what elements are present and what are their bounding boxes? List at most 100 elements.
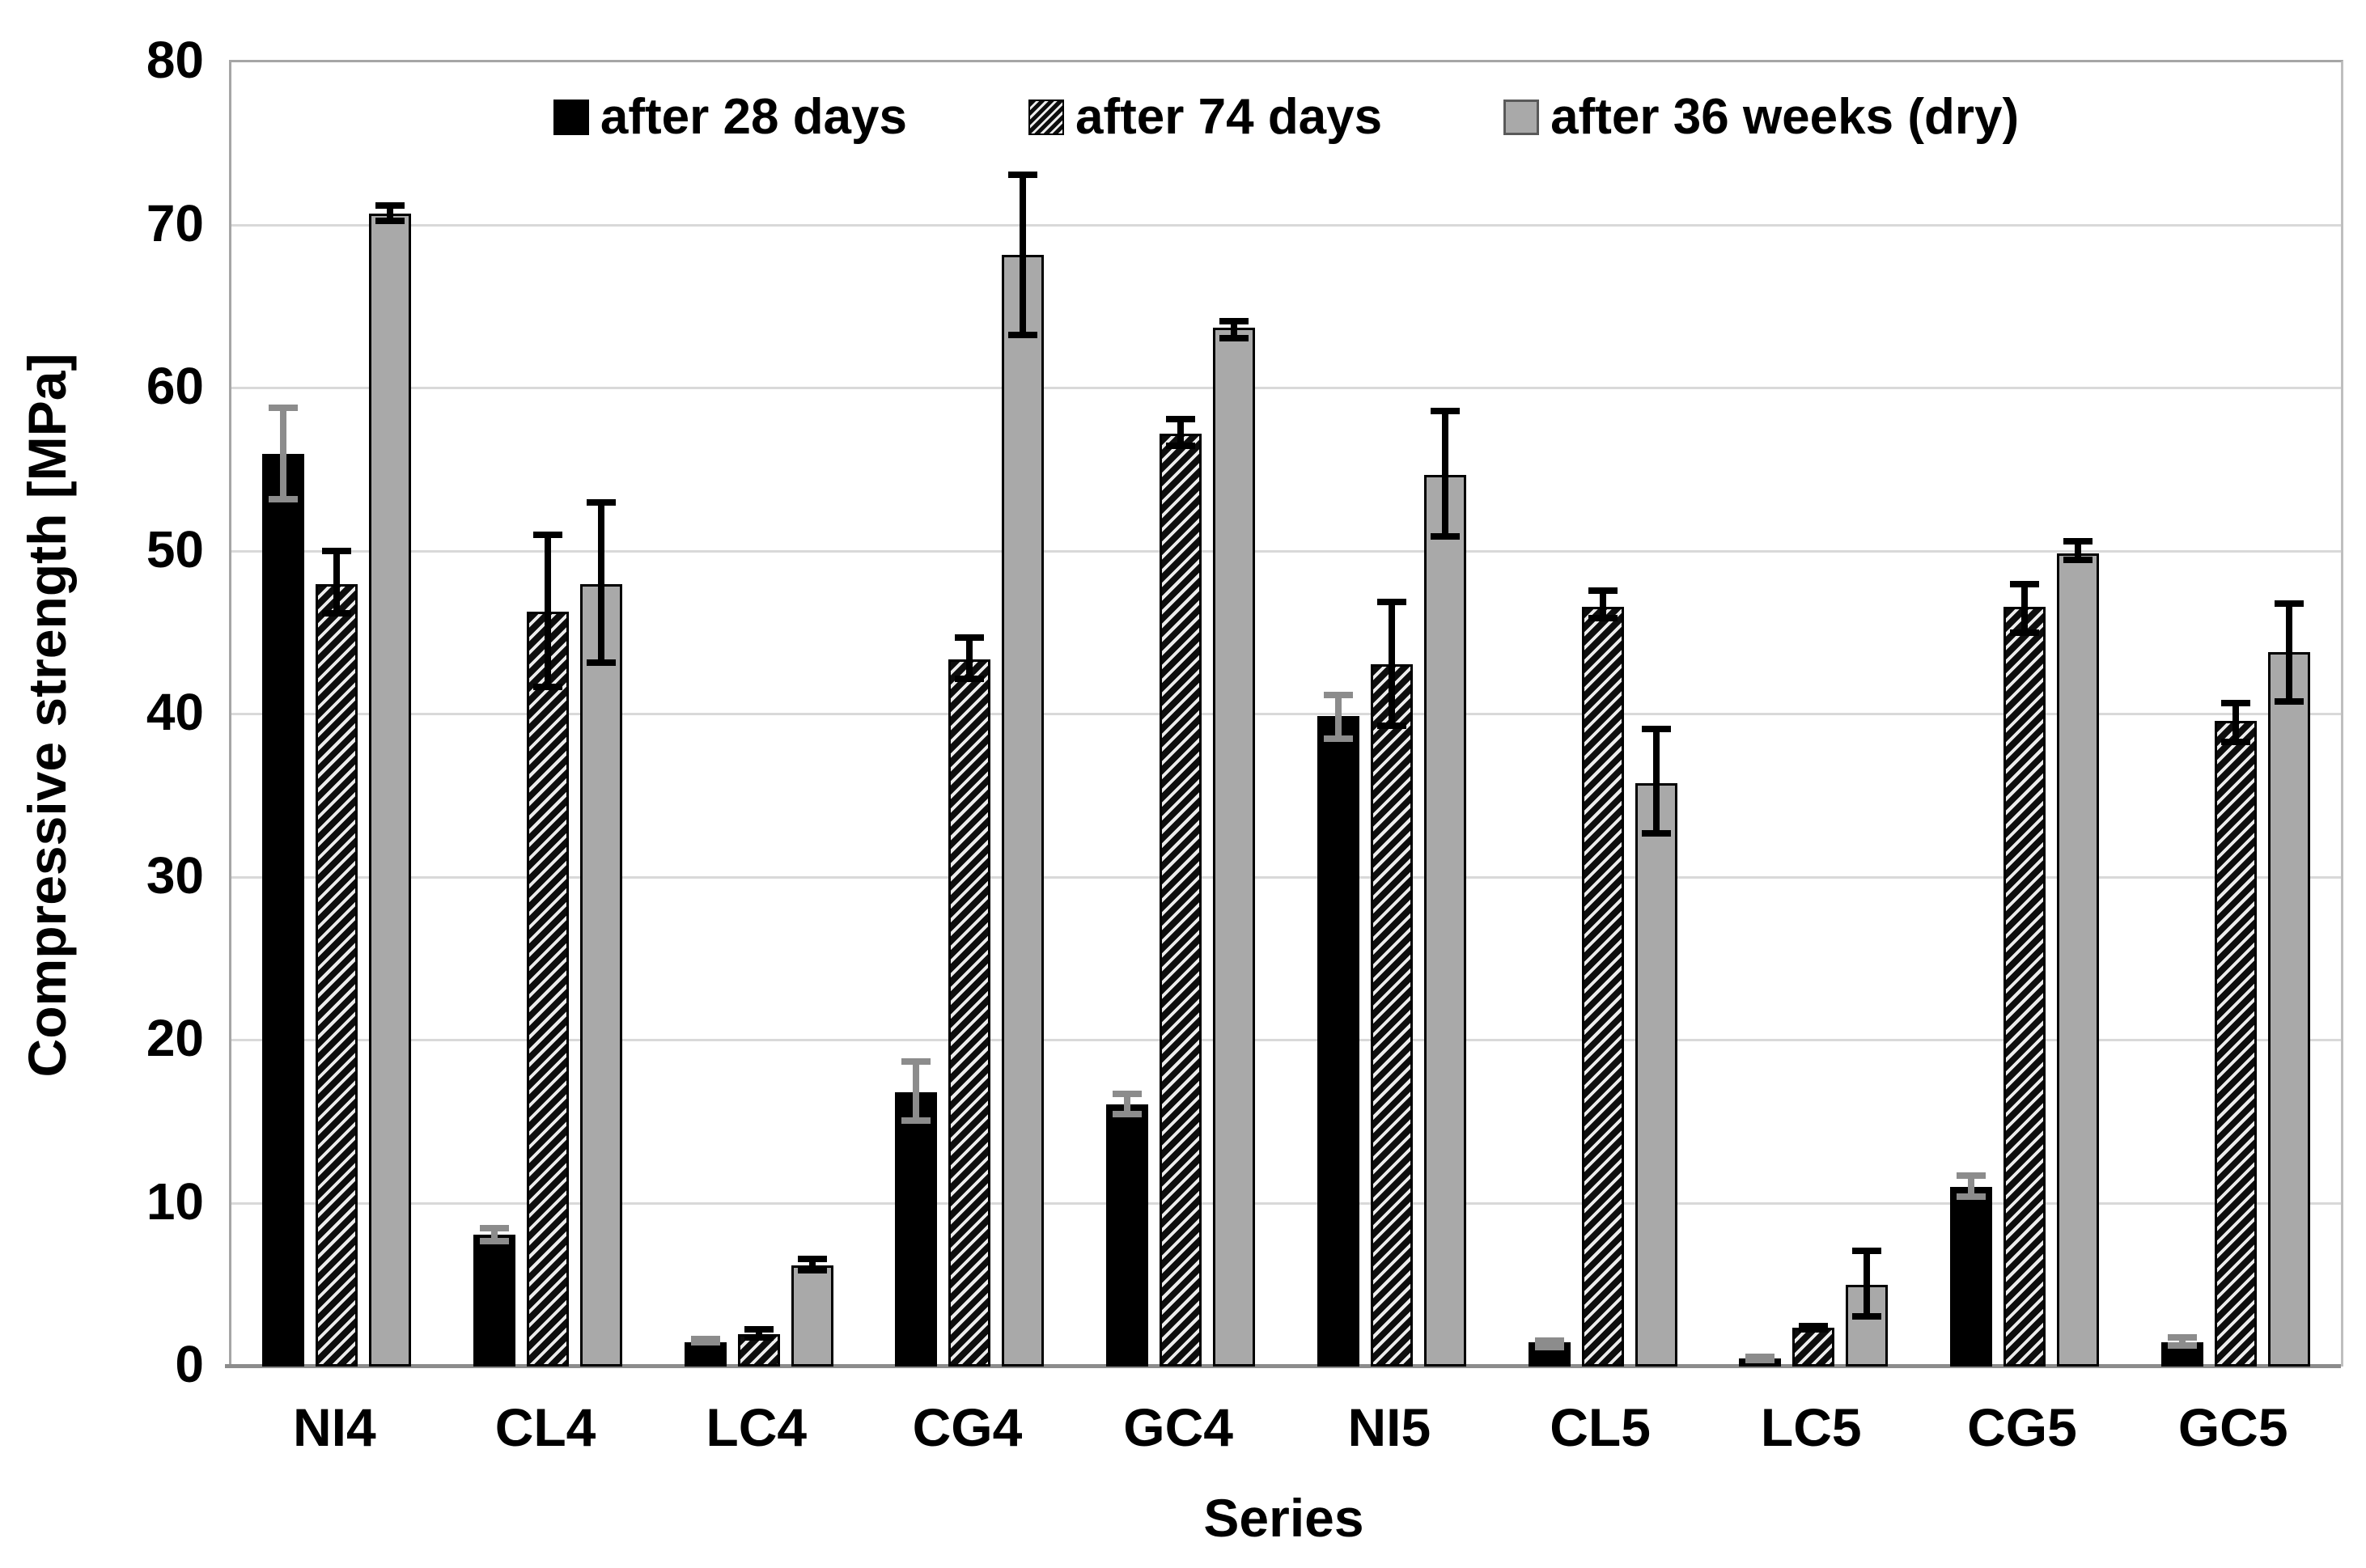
legend-marker-hatched-square-icon bbox=[1028, 99, 1065, 135]
x-tick-label-lc4: LC4 bbox=[706, 1397, 808, 1457]
error-bar bbox=[1177, 416, 1185, 449]
bar-group-cg5 bbox=[1919, 62, 2131, 1367]
error-bar-cap bbox=[2220, 739, 2250, 746]
gridline bbox=[231, 713, 2341, 715]
gridline bbox=[231, 1201, 2341, 1205]
error-bar-cap bbox=[690, 1338, 720, 1346]
bar-gc4-solid-gray bbox=[1213, 328, 1256, 1367]
error-bar-cap bbox=[1376, 598, 1406, 605]
error-bar-cap bbox=[1641, 830, 1671, 837]
bar-group-gc4 bbox=[1075, 62, 1287, 1367]
x-tick-label-gc5: GC5 bbox=[2177, 1397, 2288, 1457]
error-bar-cap bbox=[533, 683, 563, 690]
gridline bbox=[231, 1039, 2341, 1041]
bar-cg5-solid-black bbox=[1949, 1187, 1992, 1367]
x-axis-line bbox=[225, 1364, 2341, 1368]
bar-slot bbox=[473, 62, 516, 1367]
gridline bbox=[231, 549, 2341, 553]
bar-cl5-hatched bbox=[1581, 607, 1624, 1367]
bar-lc4-solid-gray bbox=[791, 1265, 833, 1367]
bar-lc4-solid-black bbox=[684, 1341, 727, 1367]
gridline bbox=[231, 223, 2341, 227]
error-bar bbox=[1124, 1091, 1131, 1117]
plot-area: after 28 days after 74 days after 36 wee… bbox=[229, 60, 2343, 1367]
bar-gc4-hatched bbox=[1160, 434, 1202, 1367]
error-bar bbox=[1599, 587, 1606, 622]
bar-cg4-solid-black bbox=[895, 1092, 938, 1367]
error-bar bbox=[808, 1256, 816, 1274]
bar-ni5-solid-gray bbox=[1423, 474, 1466, 1367]
bar-slot bbox=[1160, 62, 1202, 1367]
error-bar-cap bbox=[1113, 1091, 1143, 1098]
error-bar bbox=[2178, 1333, 2186, 1349]
bar-slot bbox=[1949, 62, 1992, 1367]
x-axis-tick-labels: NI4 CL4 LC4 CG4 GC4 NI5 CL5 LC5 CG5 GC5 bbox=[229, 1396, 2338, 1458]
x-tick-label-cl4: CL4 bbox=[494, 1397, 596, 1457]
bar-cl5-solid-gray bbox=[1635, 782, 1677, 1367]
error-bar-cap bbox=[1799, 1322, 1829, 1329]
x-tick-label-cg4: CG4 bbox=[912, 1397, 1023, 1457]
legend-label: after 74 days bbox=[1075, 89, 1383, 145]
x-tick-label-cg5: CG5 bbox=[1967, 1397, 2077, 1457]
error-bar-cap bbox=[1745, 1353, 1775, 1360]
bar-slot bbox=[2214, 62, 2257, 1367]
error-bar-cap bbox=[955, 634, 985, 642]
error-bar-cap bbox=[1430, 408, 1460, 415]
bar-slot bbox=[316, 62, 358, 1367]
bar-gc4-solid-black bbox=[1106, 1104, 1149, 1367]
y-tick-label: 60 bbox=[146, 357, 204, 415]
bar-slot bbox=[2056, 62, 2099, 1367]
error-bar-cap bbox=[1588, 615, 1618, 622]
error-bar bbox=[1020, 172, 1027, 338]
y-tick-label: 50 bbox=[146, 519, 204, 578]
bar-slot bbox=[369, 62, 412, 1367]
bar-slot bbox=[2003, 62, 2046, 1367]
error-bar-cap bbox=[2167, 1333, 2197, 1341]
error-bar bbox=[387, 202, 394, 224]
error-bar-cap bbox=[1852, 1247, 1882, 1254]
legend-item: after 74 days bbox=[1028, 88, 1382, 146]
bar-slot bbox=[1792, 62, 1835, 1367]
y-tick-label: 10 bbox=[146, 1172, 204, 1231]
error-bar bbox=[2020, 580, 2028, 637]
error-bar-cap bbox=[322, 610, 352, 617]
y-tick-label: 40 bbox=[146, 683, 204, 741]
bar-slot bbox=[580, 62, 623, 1367]
error-bar-cap bbox=[269, 405, 299, 412]
error-bar bbox=[1388, 598, 1395, 730]
error-bar-cap bbox=[1588, 587, 1618, 594]
error-bar-cap bbox=[2274, 600, 2304, 607]
error-bar-cap bbox=[797, 1267, 827, 1274]
bar-slot bbox=[791, 62, 833, 1367]
bar-group-cl5 bbox=[1497, 62, 1708, 1367]
error-bar-cap bbox=[1956, 1172, 1986, 1180]
bar-ni5-solid-black bbox=[1317, 716, 1359, 1367]
error-bar-cap bbox=[1852, 1312, 1882, 1320]
error-bar bbox=[755, 1325, 762, 1341]
error-bar bbox=[1231, 318, 1238, 341]
bar-slot bbox=[1002, 62, 1045, 1367]
bar-slot bbox=[1528, 62, 1571, 1367]
bar-cg4-hatched bbox=[948, 659, 991, 1367]
error-bar-cap bbox=[533, 532, 563, 539]
y-tick-label: 70 bbox=[146, 193, 204, 252]
error-bar bbox=[545, 532, 552, 690]
error-bar-cap bbox=[1008, 172, 1038, 179]
bar-slot bbox=[1581, 62, 1624, 1367]
error-bar-cap bbox=[1430, 533, 1460, 540]
bar-gc5-solid-gray bbox=[2267, 652, 2310, 1367]
bar-slot bbox=[1846, 62, 1889, 1367]
error-bar-cap bbox=[1534, 1343, 1564, 1350]
y-tick-label: 30 bbox=[146, 845, 204, 905]
error-bar-cap bbox=[587, 499, 617, 506]
error-bar-cap bbox=[1113, 1110, 1143, 1117]
legend-item: after 36 weeks (dry) bbox=[1503, 88, 2019, 146]
bar-slot bbox=[1635, 62, 1677, 1367]
error-bar-cap bbox=[690, 1335, 720, 1342]
bar-slot bbox=[1317, 62, 1359, 1367]
error-bar-cap bbox=[797, 1255, 827, 1262]
error-bar-cap bbox=[269, 496, 299, 503]
error-bar-cap bbox=[901, 1117, 931, 1124]
error-bar-cap bbox=[480, 1224, 510, 1231]
error-bar bbox=[966, 634, 973, 682]
